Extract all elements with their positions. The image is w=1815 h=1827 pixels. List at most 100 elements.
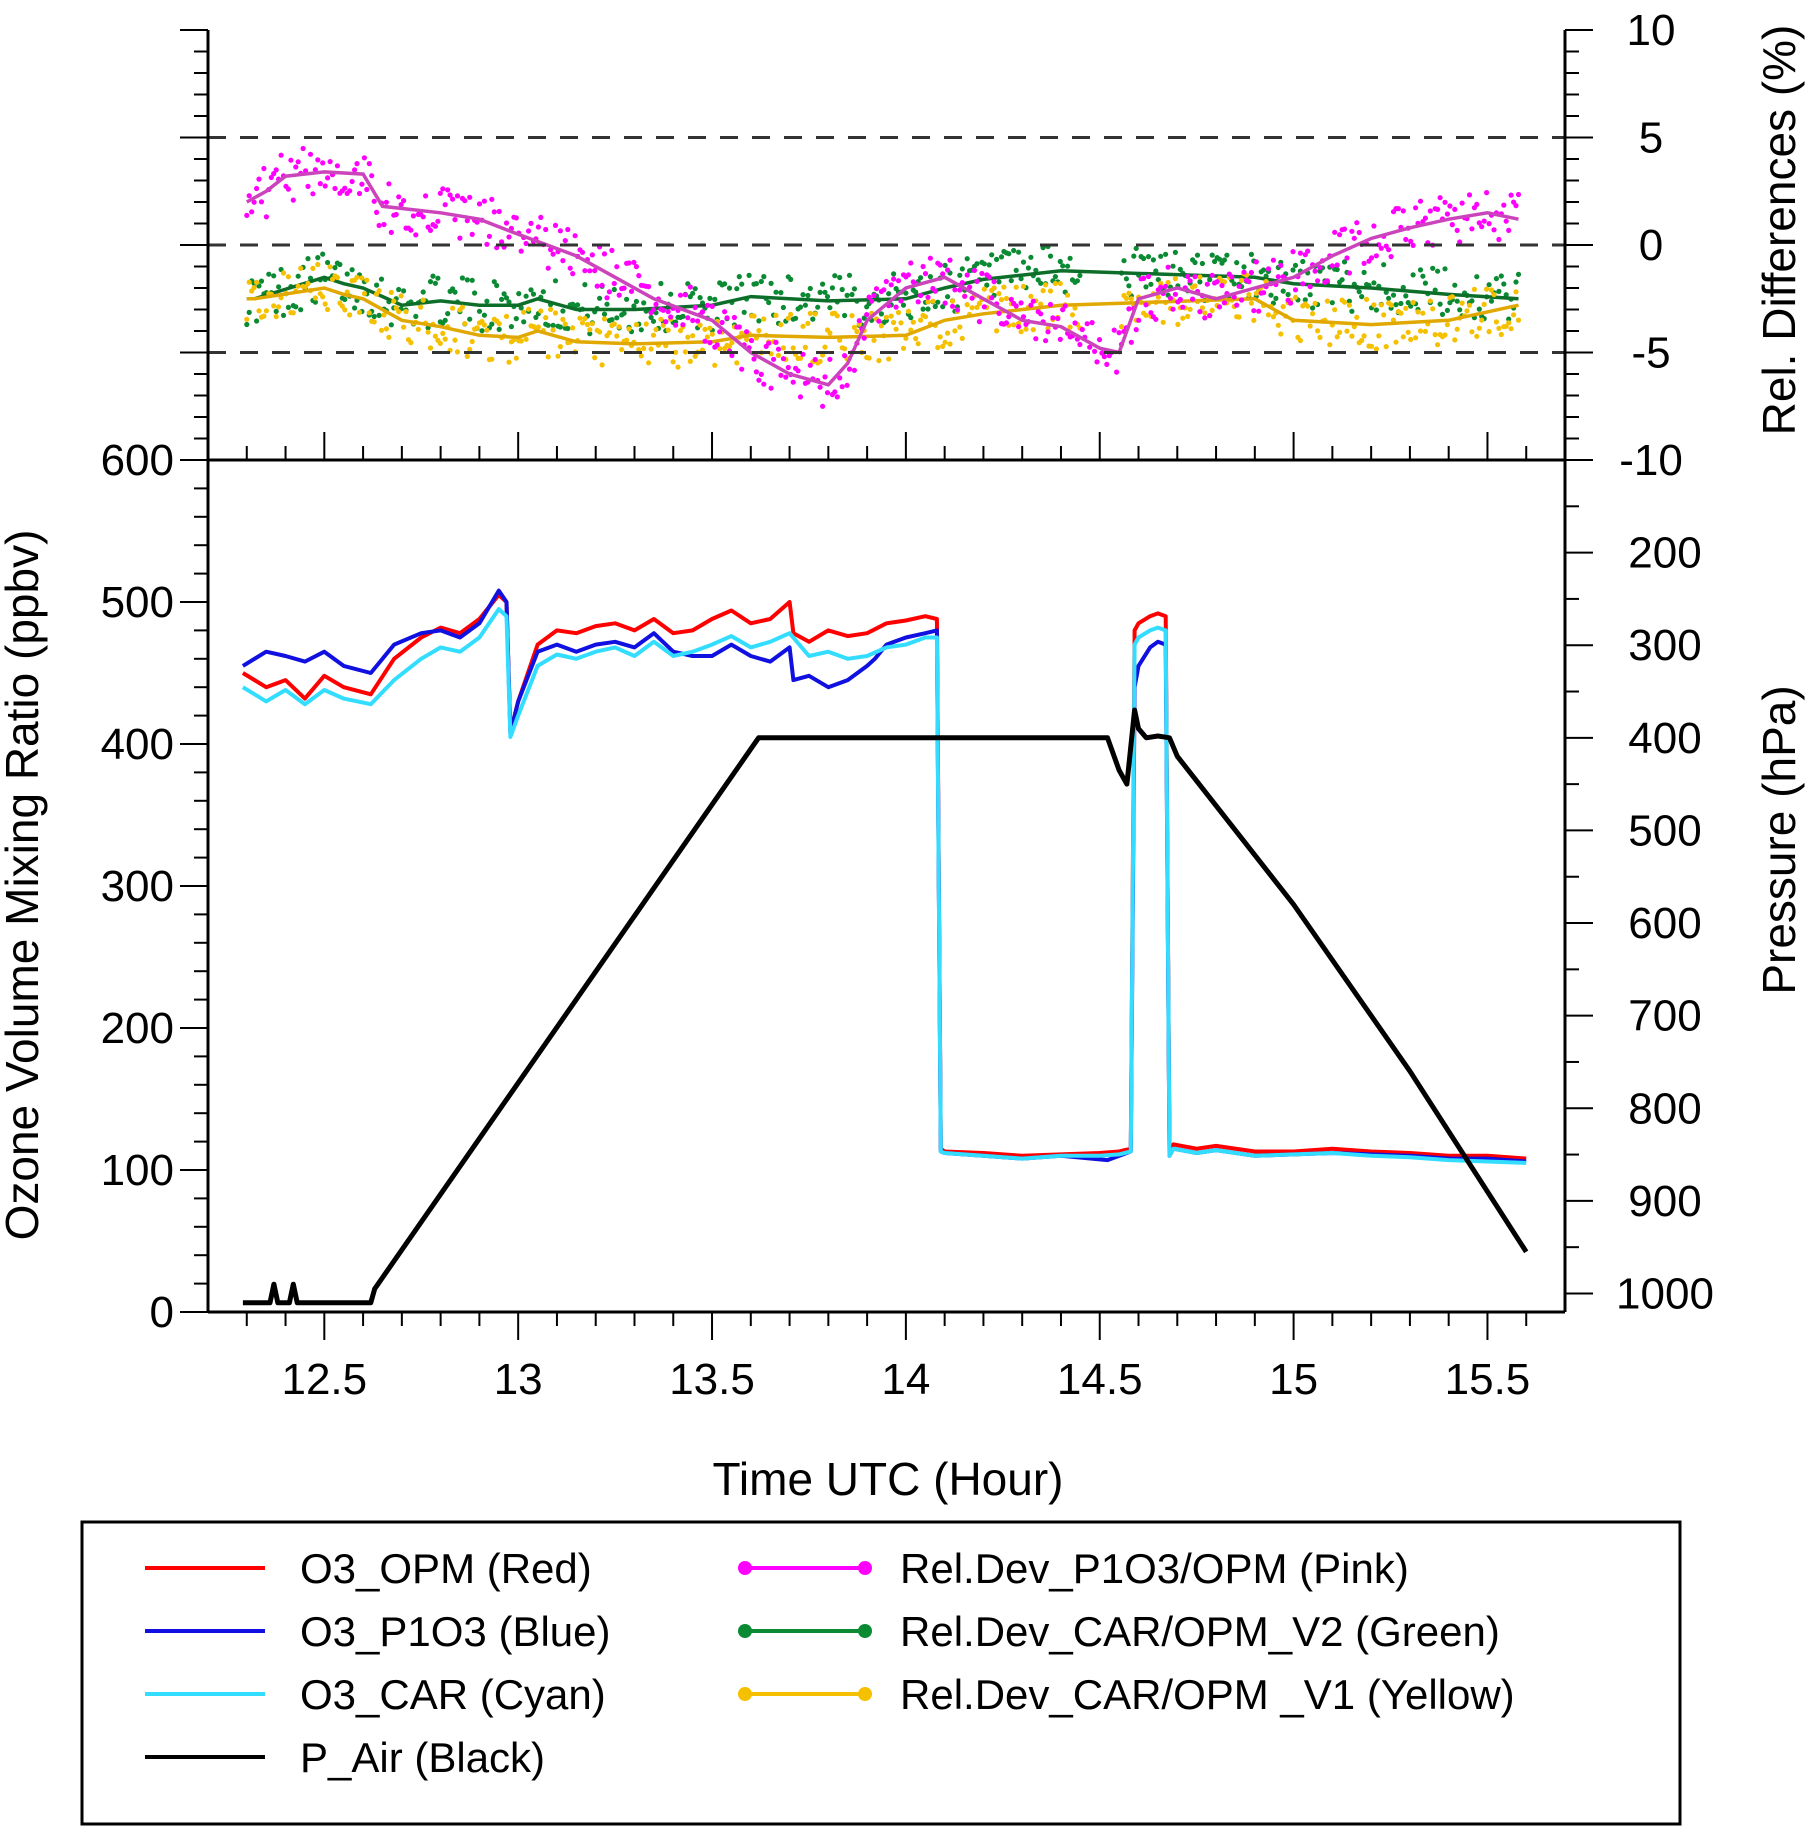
- data-point: [1349, 308, 1355, 314]
- data-point: [1190, 296, 1196, 302]
- data-point: [1167, 295, 1174, 301]
- data-point: [1493, 276, 1499, 282]
- data-point: [562, 321, 568, 327]
- data-point: [1422, 215, 1428, 221]
- legend-label: Rel.Dev_CAR/OPM_V2 (Green): [900, 1608, 1500, 1655]
- data-point: [690, 317, 696, 324]
- data-point: [1349, 228, 1355, 234]
- data-point: [817, 384, 823, 390]
- data-point: [325, 175, 331, 181]
- data-point: [1123, 295, 1129, 301]
- data-point: [1033, 267, 1039, 273]
- data-point: [1057, 336, 1063, 342]
- data-point: [1040, 288, 1046, 294]
- tick-labels: -10-505100100200300400500600200300400500…: [101, 6, 1714, 1404]
- data-point: [1224, 252, 1230, 258]
- data-point: [1158, 284, 1164, 290]
- data-point: [1381, 262, 1387, 268]
- data-point: [254, 318, 260, 324]
- data-point: [1317, 264, 1323, 271]
- data-point: [535, 224, 542, 230]
- data-point: [780, 345, 787, 351]
- data-point: [295, 159, 301, 165]
- data-point: [807, 285, 813, 292]
- data-point: [851, 367, 858, 373]
- data-point: [552, 310, 559, 316]
- data-point: [560, 316, 566, 322]
- data-point: [1155, 277, 1161, 283]
- data-point: [1018, 300, 1024, 306]
- data-point: [707, 340, 713, 346]
- data-point: [641, 300, 647, 306]
- data-point: [256, 176, 262, 182]
- left-y-tick-label: 200: [101, 1004, 174, 1053]
- data-point: [1043, 282, 1049, 288]
- data-point: [962, 293, 968, 299]
- data-point: [1155, 294, 1161, 300]
- data-point: [827, 330, 833, 336]
- data-point: [650, 307, 657, 313]
- data-point: [464, 353, 470, 359]
- data-point: [334, 163, 340, 169]
- data-point: [624, 296, 630, 302]
- data-point: [467, 346, 473, 353]
- data-point: [1278, 331, 1284, 337]
- data-point: [1001, 284, 1007, 290]
- data-point: [1288, 300, 1294, 306]
- data-point: [773, 339, 779, 345]
- data-point: [606, 330, 613, 336]
- data-point: [834, 313, 840, 319]
- data-point: [1449, 294, 1455, 300]
- data-point: [1163, 283, 1169, 289]
- data-point: [261, 165, 267, 172]
- data-point: [1484, 286, 1490, 292]
- data-point: [599, 282, 605, 288]
- data-point: [1398, 300, 1404, 307]
- data-point: [1300, 281, 1306, 287]
- data-point: [499, 296, 505, 302]
- data-point: [1337, 329, 1343, 335]
- data-point: [660, 307, 666, 313]
- data-point: [731, 314, 738, 321]
- data-point: [1011, 247, 1017, 254]
- data-point: [393, 305, 399, 311]
- data-point: [246, 309, 252, 315]
- data-point: [1292, 287, 1299, 293]
- data-point: [793, 315, 799, 321]
- data-point: [310, 265, 316, 271]
- data-point: [322, 301, 328, 307]
- data-point: [570, 271, 576, 277]
- data-point: [1361, 333, 1367, 339]
- right-y-tick-label: 600: [1628, 899, 1701, 948]
- data-point: [268, 174, 274, 181]
- data-point: [886, 291, 892, 297]
- data-point: [1118, 324, 1125, 330]
- data-point: [285, 274, 291, 280]
- data-point: [1265, 312, 1272, 318]
- data-point: [631, 303, 637, 309]
- data-point: [1373, 307, 1379, 313]
- data-point: [462, 321, 468, 327]
- data-point: [540, 289, 546, 295]
- data-point: [952, 287, 958, 293]
- data-point: [604, 295, 610, 301]
- data-point: [378, 276, 385, 282]
- data-point: [1493, 319, 1499, 325]
- data-point: [295, 273, 301, 279]
- data-point: [307, 151, 314, 157]
- data-point: [271, 171, 277, 177]
- legend-marker: [858, 1687, 872, 1701]
- data-point: [1427, 298, 1433, 304]
- data-point: [832, 389, 838, 395]
- data-point: [609, 247, 615, 253]
- data-point: [584, 321, 591, 328]
- data-point: [903, 290, 909, 296]
- legend-label: O3_OPM (Red): [300, 1545, 592, 1592]
- data-point: [1172, 291, 1178, 297]
- data-point: [1192, 259, 1198, 266]
- data-point: [278, 152, 284, 158]
- data-point: [374, 282, 380, 288]
- data-point: [513, 215, 519, 221]
- data-point: [1334, 262, 1340, 268]
- data-point: [1415, 309, 1421, 315]
